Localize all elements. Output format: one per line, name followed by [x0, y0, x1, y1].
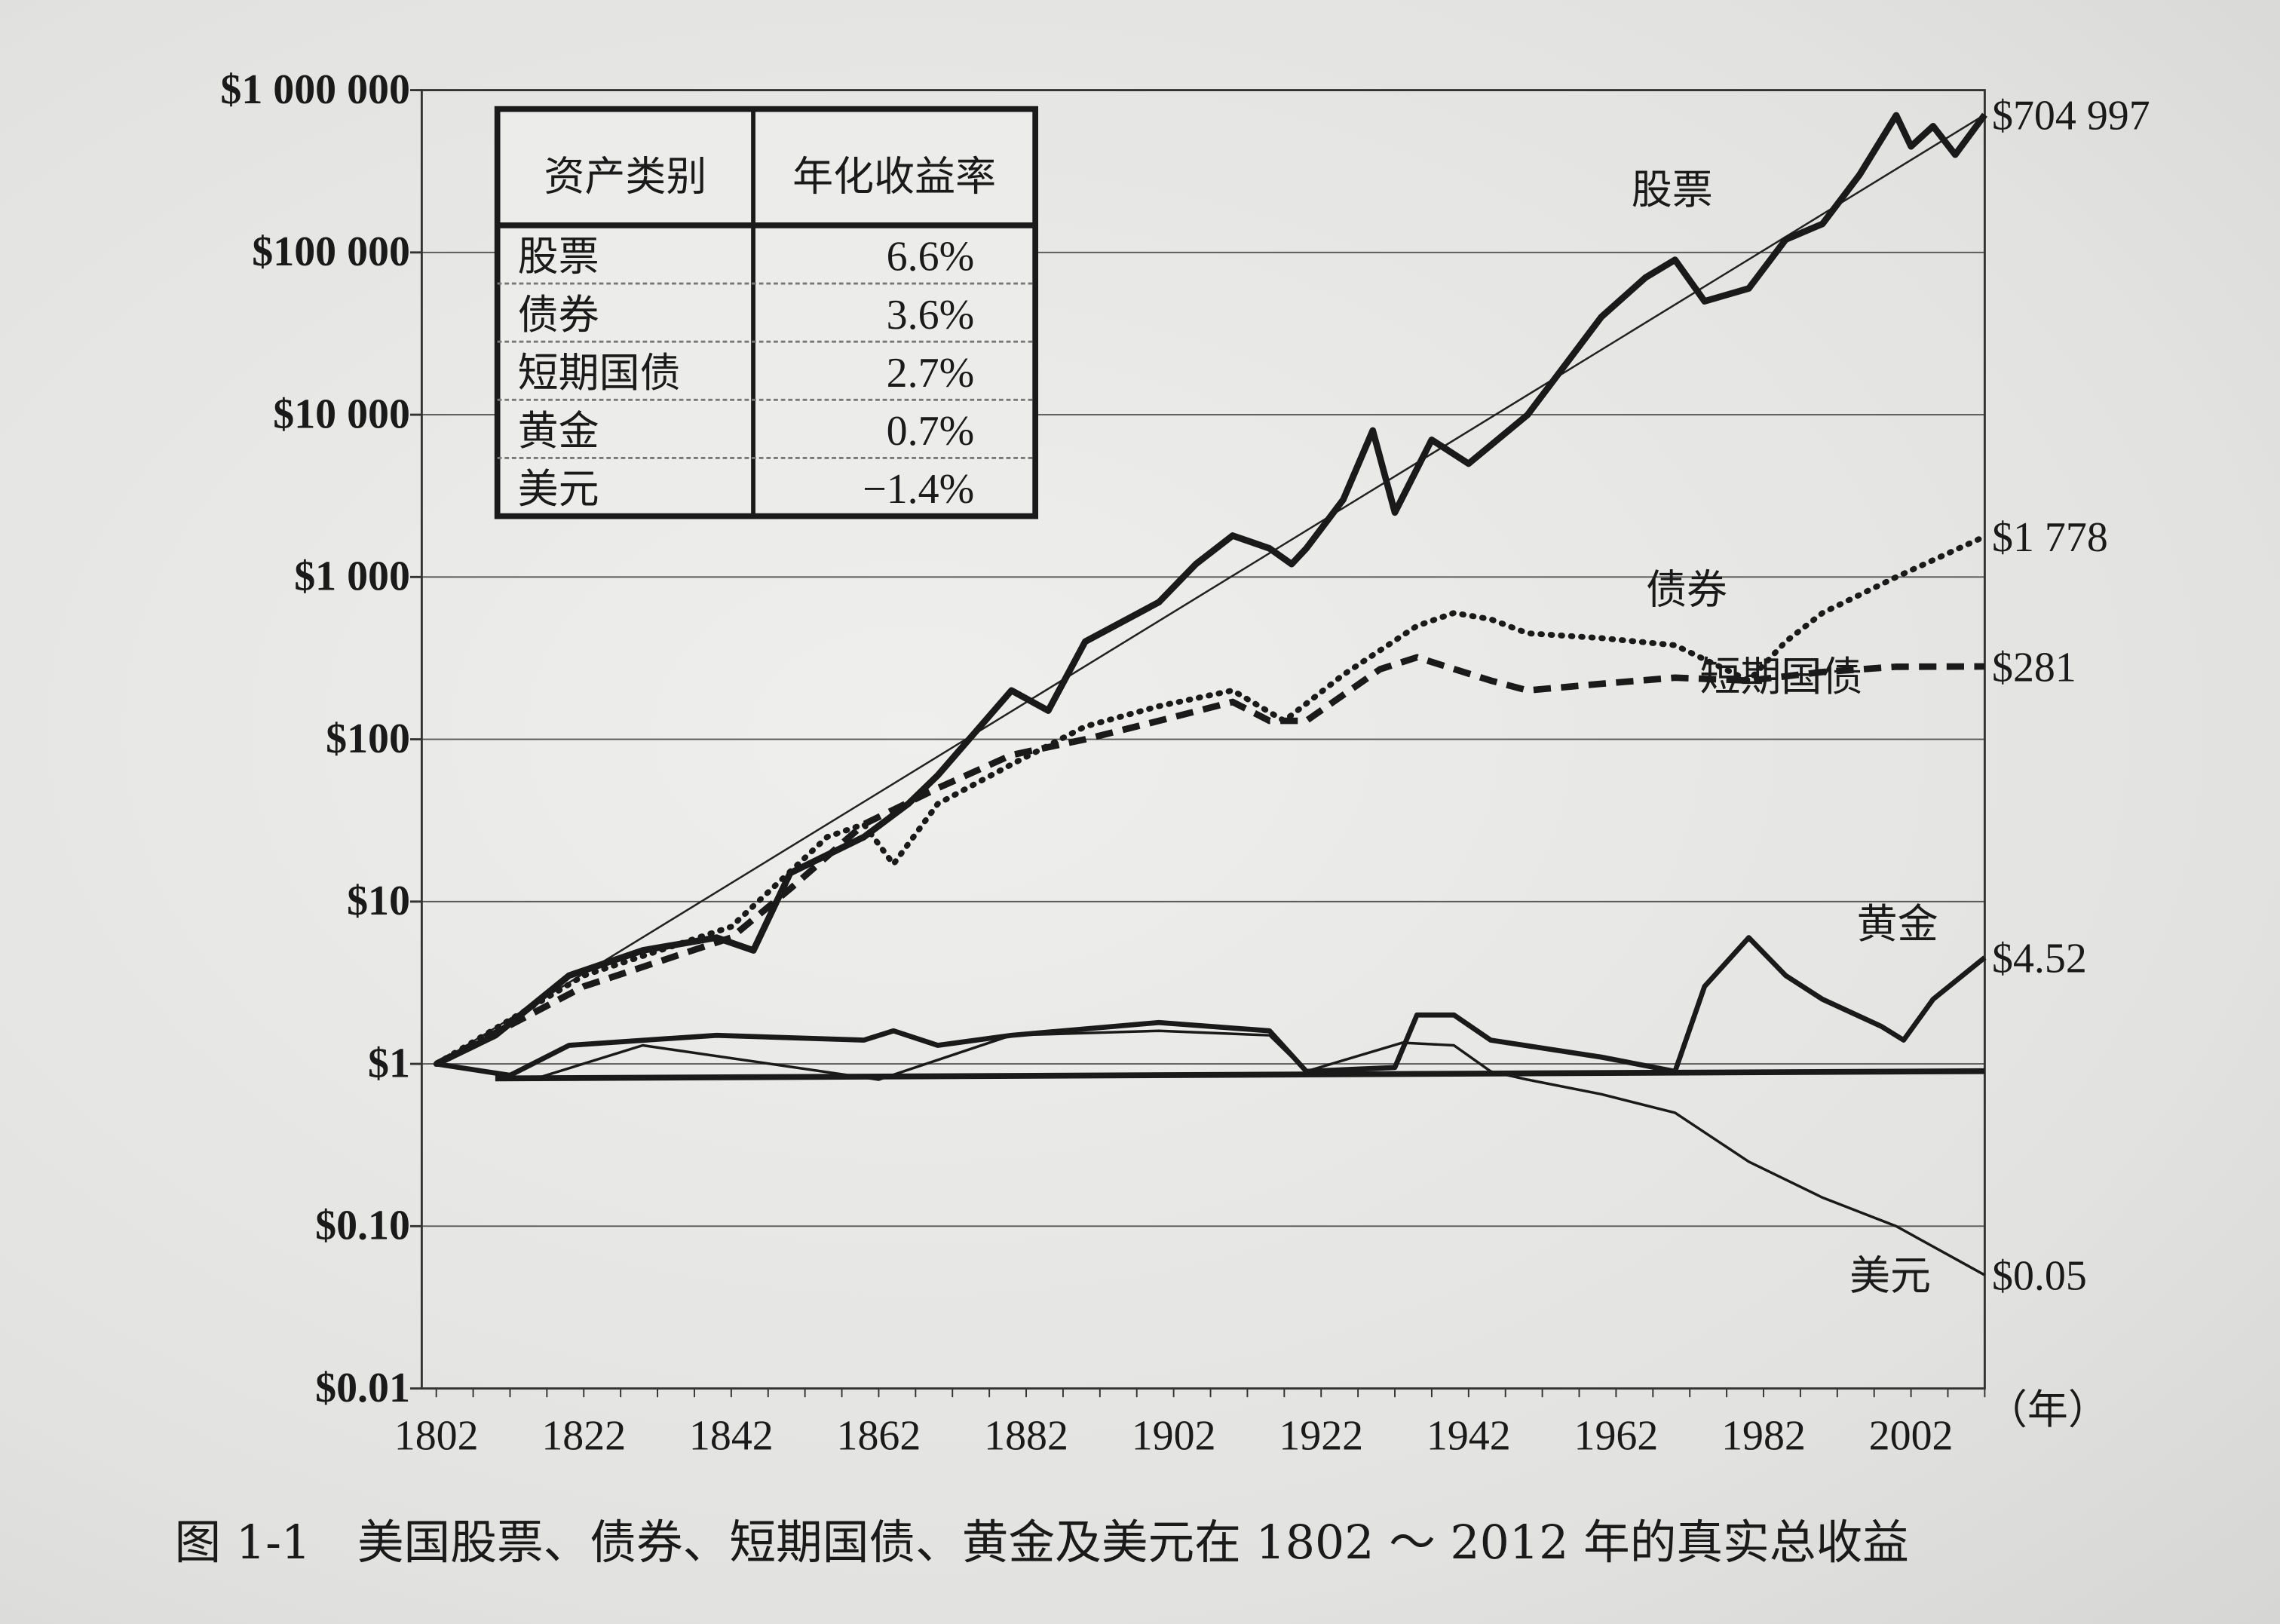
end-value-label-gold: $4.52: [1992, 935, 2087, 982]
series-line-stocks: [434, 112, 1987, 1068]
end-value-label-dollar: $0.05: [1992, 1252, 2087, 1299]
x-tick-label: 1902: [1132, 1413, 1216, 1460]
series-label-dollar: 美元: [1849, 1252, 1931, 1299]
x-tick-label: 1982: [1721, 1413, 1806, 1460]
figure-caption: 图 1-1 美国股票、债券、短期国债、黄金及美元在 1802 ～ 2012 年的…: [175, 1515, 1909, 1570]
end-value-label-bills: $281: [1992, 644, 2076, 691]
series-line-dollar: [436, 1029, 1986, 1276]
table-cell-asset: 股票: [518, 233, 599, 280]
y-tick-label: $10 000: [273, 391, 410, 437]
x-tick-label: 1862: [837, 1413, 921, 1460]
table-cell-return: 0.7%: [887, 408, 974, 455]
series-label-bonds: 债券: [1646, 565, 1727, 613]
x-tick-label: 1842: [689, 1413, 774, 1460]
series-line-bonds: [433, 533, 1988, 1068]
table-cell-asset: 美元: [518, 465, 599, 513]
y-tick-label: $0.01: [315, 1365, 410, 1411]
series-label-stocks: 股票: [1632, 166, 1713, 213]
x-tick-label: 2002: [1869, 1413, 1954, 1460]
series-label-gold: 黄金: [1857, 900, 1938, 948]
stock-trend-line: [436, 114, 1986, 1065]
table-cell-return: −1.4%: [863, 466, 974, 513]
table-cell-return: 6.6%: [887, 234, 974, 280]
returns-table: [494, 106, 1039, 519]
y-tick-label: $0.10: [315, 1203, 410, 1249]
table-cell-asset: 短期国债: [518, 349, 681, 397]
y-tick-label: $1: [368, 1040, 410, 1086]
x-tick-label: 1882: [984, 1413, 1068, 1460]
baseline-one-dollar: [495, 1068, 1985, 1082]
table-header-asset: 资产类别: [544, 153, 706, 201]
x-tick-label: 1942: [1427, 1413, 1511, 1460]
x-tick-label: 1822: [541, 1413, 626, 1460]
y-tick-label: $1 000: [294, 553, 410, 600]
end-value-label-stocks: $704 997: [1992, 93, 2150, 139]
series-label-bills: 短期国债: [1699, 653, 1862, 700]
series-line-bills: [434, 654, 1985, 1068]
end-value-label-bonds: $1 778: [1992, 514, 2108, 561]
y-tick-label: $1 000 000: [220, 66, 410, 113]
y-tick-label: $10: [347, 878, 410, 924]
x-axis-label: （年）: [1987, 1386, 2109, 1433]
series-line-gold: [436, 935, 1987, 1078]
x-tick-label: 1802: [394, 1413, 479, 1460]
x-tick-label: 1962: [1574, 1413, 1659, 1460]
y-tick-label: $100: [326, 715, 410, 762]
x-tick-label: 1922: [1279, 1413, 1363, 1460]
table-header-return: 年化收益率: [792, 153, 996, 201]
table-cell-return: 2.7%: [887, 350, 974, 397]
table-cell-asset: 债券: [518, 291, 599, 339]
table-cell-asset: 黄金: [518, 407, 599, 455]
y-tick-label: $100 000: [252, 228, 410, 275]
table-cell-return: 3.6%: [887, 292, 974, 339]
